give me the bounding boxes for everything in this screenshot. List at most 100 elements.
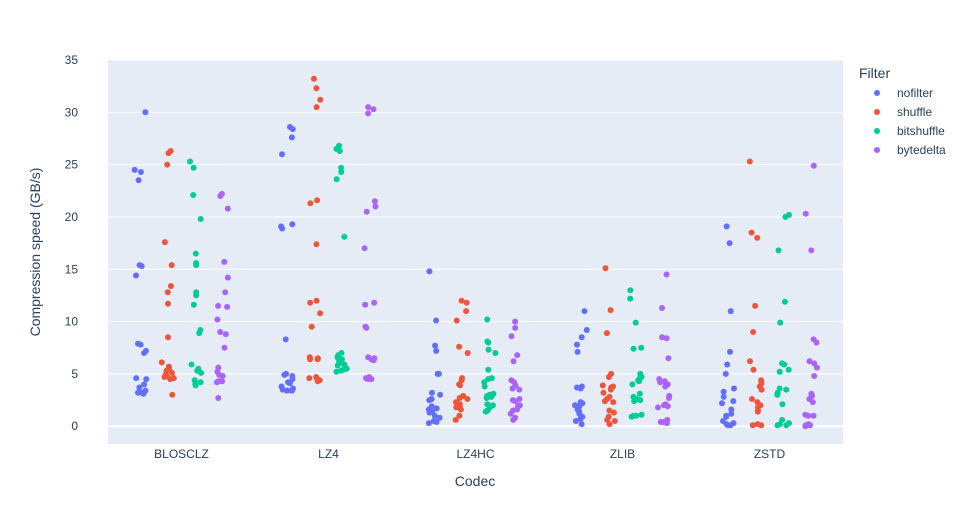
data-point — [774, 422, 781, 429]
data-point — [279, 151, 285, 158]
data-point — [429, 389, 435, 396]
data-point — [776, 368, 783, 375]
data-point — [362, 301, 369, 308]
data-point — [224, 274, 231, 281]
data-point — [217, 193, 224, 199]
data-point — [758, 422, 765, 429]
data-point — [808, 247, 815, 254]
data-point — [317, 96, 324, 103]
data-point — [516, 386, 523, 393]
data-point — [484, 316, 491, 323]
data-point — [215, 302, 222, 309]
data-point — [188, 361, 195, 368]
legend-label[interactable]: nofilter — [897, 86, 933, 100]
data-point — [365, 110, 372, 117]
x-tick-label: ZLIB — [610, 447, 635, 461]
data-point — [628, 413, 635, 420]
legend-marker[interactable] — [874, 147, 880, 153]
data-point — [457, 406, 464, 413]
data-point — [433, 419, 440, 425]
data-point — [463, 299, 470, 306]
data-point — [746, 158, 753, 165]
data-point — [431, 412, 438, 419]
data-point — [452, 416, 459, 423]
data-point — [574, 348, 581, 355]
legend-label[interactable]: shuffle — [897, 105, 932, 119]
data-point — [659, 334, 666, 341]
data-point — [492, 350, 499, 356]
data-point — [606, 407, 613, 414]
data-point — [214, 379, 220, 386]
data-point — [485, 366, 492, 373]
data-point — [456, 412, 463, 419]
data-point — [456, 395, 463, 401]
data-point — [572, 418, 579, 424]
data-point — [638, 411, 645, 418]
data-point — [458, 297, 465, 304]
data-point — [370, 106, 377, 113]
data-point — [464, 396, 471, 402]
data-point — [279, 225, 286, 232]
data-point — [289, 221, 296, 228]
data-point — [187, 158, 193, 165]
data-point — [632, 319, 639, 326]
data-point — [317, 310, 324, 317]
data-point — [287, 380, 293, 387]
series-bytedelta — [214, 104, 820, 430]
legend-marker[interactable] — [874, 90, 880, 96]
data-point — [663, 271, 670, 278]
data-point — [214, 316, 221, 323]
data-point — [314, 378, 321, 385]
data-point — [221, 344, 228, 351]
data-point — [165, 300, 171, 307]
data-point — [722, 370, 729, 377]
data-point — [481, 383, 488, 390]
x-tick-label: LZ4 — [318, 447, 339, 461]
data-point — [281, 371, 288, 378]
data-point — [731, 385, 737, 392]
data-point — [365, 376, 372, 383]
plot-area — [108, 60, 843, 444]
data-point — [606, 421, 613, 428]
data-point — [775, 247, 782, 254]
data-point — [514, 352, 521, 359]
data-point — [222, 289, 229, 296]
data-point — [774, 391, 781, 398]
data-point — [631, 398, 638, 405]
data-point — [605, 374, 612, 380]
data-point — [578, 334, 585, 341]
data-point — [627, 287, 634, 294]
x-tick-labels: BLOSCLZ LZ4 LZ4HC ZLIB ZSTD — [154, 447, 785, 461]
series-nofilter — [131, 109, 737, 429]
data-point — [723, 223, 730, 230]
data-point — [363, 208, 370, 215]
legend-label[interactable]: bitshuffle — [897, 124, 945, 138]
data-point — [752, 302, 759, 309]
legend-label[interactable]: bytedelta — [897, 143, 946, 157]
data-point — [137, 169, 144, 175]
data-point — [636, 378, 643, 385]
data-point — [807, 422, 814, 429]
data-point — [512, 398, 519, 405]
data-point — [361, 245, 368, 252]
data-point — [436, 414, 443, 421]
data-point — [433, 405, 440, 412]
data-point — [313, 104, 320, 111]
data-point — [813, 339, 820, 346]
legend-marker[interactable] — [874, 128, 880, 134]
data-point — [782, 213, 789, 220]
data-point — [781, 298, 788, 305]
data-point — [224, 303, 231, 310]
data-point — [190, 301, 197, 308]
data-point — [196, 330, 203, 337]
data-point — [577, 385, 584, 392]
data-point — [193, 292, 200, 299]
y-axis-title: Compression speed (GB/s) — [27, 168, 43, 337]
legend-marker[interactable] — [874, 109, 880, 115]
data-point — [581, 308, 588, 315]
data-point — [165, 150, 172, 157]
data-point — [142, 109, 149, 116]
data-point — [750, 366, 757, 373]
data-point — [143, 376, 150, 383]
data-point — [433, 347, 440, 354]
